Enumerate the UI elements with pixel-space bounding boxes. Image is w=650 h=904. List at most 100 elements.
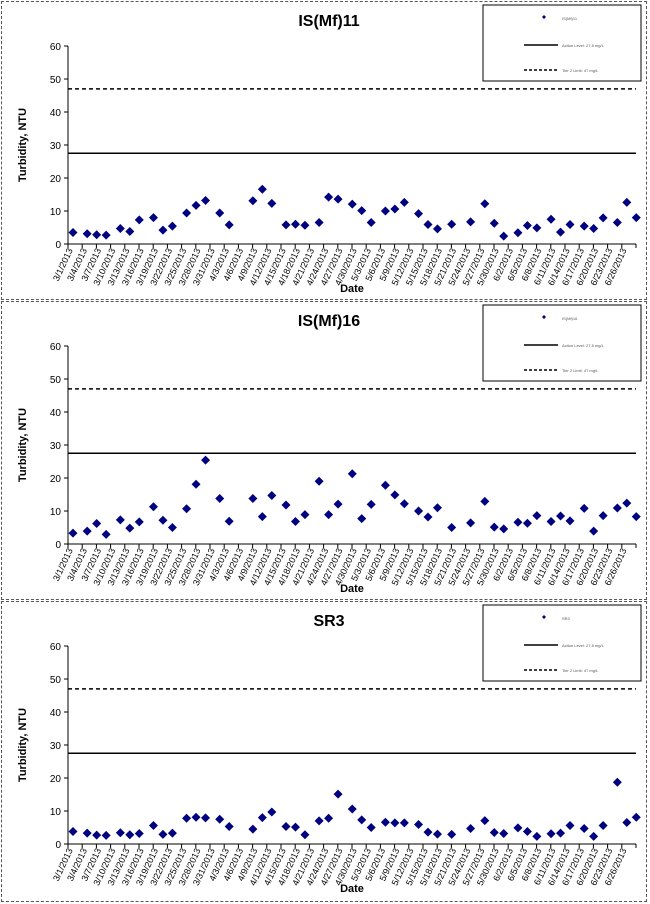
data-point <box>68 528 78 538</box>
data-point <box>565 220 575 230</box>
data-point <box>324 192 334 202</box>
legend-solid-label: Action Level: 27.5 mg/L <box>562 43 605 48</box>
data-point <box>281 822 291 832</box>
data-point <box>513 517 523 527</box>
data-point <box>399 818 409 828</box>
data-point <box>347 199 357 209</box>
data-point <box>631 213 641 223</box>
data-point <box>347 804 357 814</box>
data-point <box>589 223 599 233</box>
data-point <box>579 823 589 833</box>
y-tick-label: 60 <box>50 342 62 353</box>
data-point <box>167 523 177 532</box>
data-point <box>513 228 523 238</box>
data-point <box>191 812 201 822</box>
data-point <box>201 455 211 465</box>
y-tick-label: 30 <box>50 741 62 752</box>
data-point <box>82 828 92 838</box>
data-point <box>598 213 608 223</box>
y-tick-label: 0 <box>55 540 61 551</box>
legend-dashed-label: Tier 2 Limit: 47 mg/L <box>562 68 599 73</box>
data-point <box>300 220 310 230</box>
data-point <box>215 493 225 503</box>
legend-box <box>482 604 642 682</box>
data-point <box>92 519 102 529</box>
y-tick-label: 50 <box>50 675 62 686</box>
data-point <box>248 196 258 206</box>
legend: SR3 Action Level: 27.5 mg/L Tier 2 Limit: … <box>482 604 642 682</box>
data-point <box>522 518 532 528</box>
chart-title: IS(Mf)11 <box>298 13 359 30</box>
data-point <box>125 226 135 236</box>
data-point <box>390 818 400 828</box>
y-axis-title: Turbidity, NTU <box>17 408 29 482</box>
data-point <box>466 823 476 833</box>
y-tick-label: 60 <box>50 642 62 653</box>
data-point <box>399 499 409 509</box>
data-point <box>314 816 324 826</box>
data-point <box>598 511 608 521</box>
data-point <box>248 824 258 834</box>
data-point <box>347 469 357 479</box>
legend-marker-diamond <box>542 15 546 19</box>
data-point <box>631 812 641 822</box>
data-point <box>191 200 201 210</box>
chart-panel-2: IS(Mf)16 IS(Mf)16 Action Level: 27.5 mg/L T… <box>1 301 647 600</box>
data-point <box>390 490 400 500</box>
data-point <box>182 813 192 823</box>
data-point <box>148 821 158 831</box>
data-point <box>158 829 168 839</box>
data-point <box>201 195 211 205</box>
data-point <box>68 826 78 836</box>
y-tick-label: 0 <box>55 240 61 251</box>
data-point <box>314 218 324 228</box>
data-point <box>357 815 367 825</box>
data-point <box>224 516 234 526</box>
data-point <box>612 503 622 513</box>
data-point <box>380 817 390 827</box>
data-point <box>82 229 92 239</box>
y-tick-label: 20 <box>50 174 62 185</box>
data-point <box>257 512 267 522</box>
data-point <box>101 529 111 539</box>
legend-marker-diamond <box>542 615 546 619</box>
data-point <box>82 526 92 536</box>
data-point <box>589 831 599 841</box>
data-point <box>522 826 532 836</box>
data-point <box>224 220 234 230</box>
data-point <box>556 511 566 521</box>
data-point <box>499 524 509 534</box>
data-point <box>480 199 490 209</box>
data-point <box>324 813 334 823</box>
data-point <box>101 830 111 840</box>
data-point <box>532 831 542 841</box>
data-point <box>257 813 267 823</box>
data-point <box>167 221 177 231</box>
data-point <box>447 829 457 839</box>
data-point <box>447 523 457 532</box>
x-axis-title: Date <box>340 283 364 295</box>
data-point <box>257 184 267 194</box>
data-point <box>546 829 556 839</box>
data-point <box>92 230 102 240</box>
y-tick-label: 50 <box>50 375 62 386</box>
data-point <box>414 506 424 516</box>
data-point <box>489 522 499 532</box>
y-tick-label: 0 <box>55 840 61 851</box>
data-point <box>115 515 125 525</box>
data-point <box>148 502 158 512</box>
data-point <box>565 516 575 526</box>
data-point <box>390 204 400 214</box>
data-point <box>366 823 376 832</box>
data-point <box>182 504 192 514</box>
y-tick-label: 50 <box>50 75 62 86</box>
legend-solid-label: Action Level: 27.5 mg/L <box>562 643 605 648</box>
data-point <box>92 830 102 840</box>
data-point <box>290 822 300 832</box>
data-point <box>414 209 424 219</box>
chart-svg-3: SR3 SR3 Action Level: 27.5 mg/L Tier 2 Limi… <box>17 604 642 895</box>
data-point <box>612 777 622 787</box>
data-point <box>281 220 291 230</box>
data-point <box>134 215 144 225</box>
data-point <box>579 221 589 231</box>
